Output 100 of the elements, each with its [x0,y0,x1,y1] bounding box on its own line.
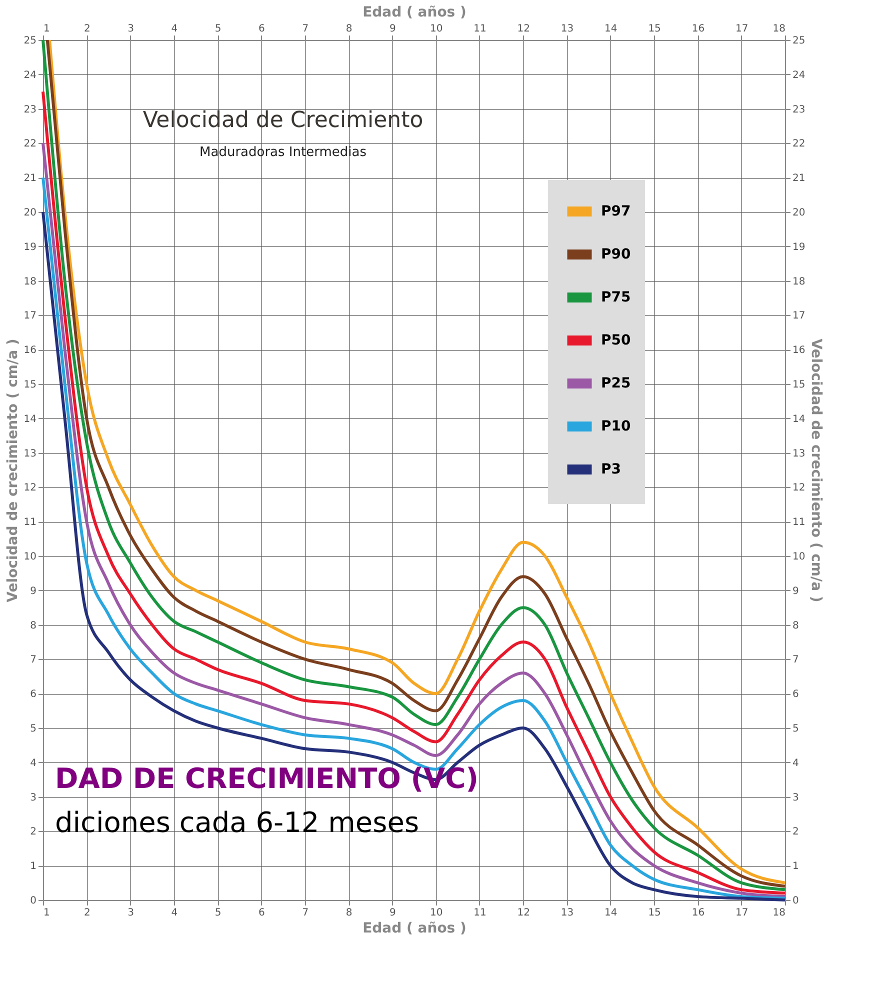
x-tick-label: 17 [735,24,748,34]
y-tick-label: 5 [30,724,36,734]
y-tick-label: 21 [24,173,36,184]
x2-tick-label: 8 [346,908,352,918]
x-tick-label: 5 [214,24,222,34]
y-tick-label: 10 [24,552,36,562]
legend-label: P75 [601,290,631,306]
y2-tick-label: 19 [792,242,806,253]
x-tick-label: 16 [692,24,705,34]
x-tick-label: 6 [258,24,265,34]
y2-tick-label: 3 [792,792,799,804]
legend-label: P90 [601,246,631,262]
x2-tick-label: 14 [604,908,618,918]
x-tick-label: 9 [389,24,396,34]
x-tick-label: 12 [517,24,530,34]
y2-tick-label: 1 [792,861,799,872]
x-tick-label: 3 [128,24,134,34]
y-tick-label: 17 [24,310,36,322]
x2-tick-label: 18 [772,908,786,918]
y2-tick-label: 12 [792,482,806,494]
legend-label: P50 [601,332,631,348]
y2-tick-label: 21 [792,173,806,184]
y2-tick-label: 11 [792,517,806,528]
y-tick-label: 7 [30,654,36,666]
x2-tick-label: 7 [302,908,309,918]
y2-tick-label: 18 [792,276,806,288]
y-tick-label: 8 [30,620,36,632]
x2-tick-label: 10 [430,908,443,918]
y-tick-label: 22 [24,138,36,150]
y2-tick-label: 9 [792,586,799,597]
x2-tick-label: 5 [214,908,222,918]
y2-tick-label: 25 [792,36,806,46]
x-tick-label: 2 [84,24,90,34]
y-tick-label: 18 [24,276,36,288]
y2-tick-label: 6 [792,689,799,700]
y-tick-label: 11 [24,517,36,528]
y2-tick-label: 14 [792,414,806,425]
legend-label: P25 [601,376,631,392]
y-tick-label: 9 [30,586,36,597]
x2-tick-label: 9 [389,908,396,918]
x2-tick-label: 17 [735,908,748,918]
y2-tick-label: 20 [792,208,806,218]
y2-axis-title: Velocidad de crecimiento ( cm/a ) [808,338,824,602]
y-tick-label: 6 [30,689,36,700]
y-tick-label: 23 [24,104,36,116]
annotation: diciones cada 6-12 meses [55,806,420,839]
legend-label: P10 [601,418,631,434]
y-tick-label: 3 [30,792,36,804]
y-tick-label: 25 [24,36,36,46]
y-tick-label: 19 [24,242,36,253]
y2-tick-label: 8 [792,620,799,632]
y-tick-label: 20 [24,208,36,218]
x2-tick-label: 6 [258,908,265,918]
y2-tick-label: 15 [792,380,806,390]
x2-tick-label: 1 [44,908,50,918]
x2-tick-label: 15 [648,908,661,918]
x2-tick-label: 2 [84,908,90,918]
x-tick-label: 11 [474,24,486,34]
y2-tick-label: 16 [792,345,806,356]
x2-tick-label: 11 [474,908,486,918]
y-tick-label: 14 [24,414,36,425]
x2-tick-label: 4 [171,908,178,918]
y-tick-label: 13 [24,448,36,460]
y-tick-label: 15 [24,380,36,390]
y2-tick-label: 24 [792,70,806,81]
x2-axis-title: Edad ( años ) [362,4,466,20]
y-tick-label: 12 [24,482,36,494]
y2-tick-label: 5 [792,724,799,734]
y-tick-label: 4 [30,758,36,769]
y2-tick-label: 22 [792,138,806,150]
x-tick-label: 14 [604,24,618,34]
annotation: DAD DE CRECIMIENTO (VC) [55,762,479,795]
x2-tick-label: 16 [692,908,705,918]
y2-tick-label: 0 [792,896,799,906]
x-tick-label: 7 [302,24,309,34]
y-tick-label: 16 [24,345,36,356]
text: Maduradoras Intermedias [200,145,367,160]
x-tick-label: 8 [346,24,352,34]
y-tick-label: 0 [30,896,36,906]
y2-tick-label: 17 [792,310,806,322]
text: Velocidad de Crecimiento [142,108,424,133]
y2-tick-label: 4 [792,758,799,769]
y2-tick-label: 10 [792,552,806,562]
x-tick-label: 13 [560,24,574,34]
x-tick-label: 4 [171,24,178,34]
legend-label: P3 [601,462,622,478]
x-tick-label: 10 [430,24,443,34]
x2-tick-label: 3 [128,908,134,918]
y-tick-label: 24 [24,70,36,81]
y2-tick-label: 7 [792,654,799,666]
y-axis-title: Velocidad de crecimiento ( cm/a ) [4,338,21,602]
y2-tick-label: 23 [792,104,806,116]
legend-label: P97 [601,204,631,220]
x-axis-title: Edad ( años ) [362,920,466,936]
x2-tick-label: 13 [560,908,574,918]
x-tick-label: 1 [44,24,50,34]
y2-tick-label: 2 [792,826,799,838]
x-tick-label: 18 [772,24,786,34]
y-tick-label: 1 [30,861,36,872]
x-tick-label: 15 [648,24,661,34]
